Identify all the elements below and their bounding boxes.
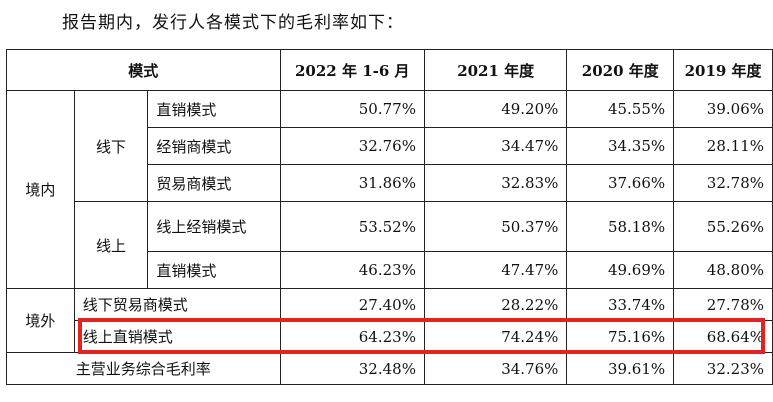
cell-value: 32.78% [673,164,773,202]
cell-value: 32.48% [279,352,425,385]
cell-value: 74.24% [423,320,568,353]
cell-value: 50.77% [279,90,425,128]
cell-value: 37.66% [566,164,675,202]
cell-value: 31.86% [279,164,425,202]
cell-value: 55.26% [673,201,773,252]
row-label: 线下贸易商模式 [73,288,281,321]
row-label: 直销模式 [147,90,281,128]
table-row: 经销商模式 32.76% 34.47% 34.35% 28.11% [7,127,773,165]
cell-value: 34.76% [423,352,568,385]
row-label: 直销模式 [147,251,281,289]
cell-value: 33.74% [566,288,675,321]
cell-value: 48.80% [673,251,773,289]
group-overseas: 境外 [6,288,75,353]
table-row: 境内 线下 直销模式 50.77% 49.20% 45.55% 39.06% [6,90,773,289]
cell-value: 32.23% [673,352,773,385]
cell-value: 32.83% [423,164,568,202]
cell-value: 47.47% [423,251,568,289]
header-2021: 2021 年度 [423,49,568,91]
table-row-total: 主营业务综合毛利率 32.48% 34.76% 39.61% 32.23% [6,352,773,385]
cell-value: 39.61% [566,352,675,385]
intro-text: 报告期内，发行人各模式下的毛利率如下： [62,13,404,33]
cell-value: 53.52% [279,201,425,252]
table-header-row: 模式 2022 年 1-6 月 2021 年度 2020 年度 2019 年度 [6,49,773,91]
gross-margin-table: 模式 2022 年 1-6 月 2021 年度 2020 年度 2019 年度 … [6,49,773,385]
cell-value: 39.06% [673,90,773,128]
row-label: 线上直销模式 [73,320,281,353]
table-row: 境外 线下贸易商模式 27.40% 28.22% 33.74% 27.78% [6,288,773,353]
table-row: 贸易商模式 31.86% 32.83% 37.66% 32.78% [7,164,773,202]
cell-value: 28.11% [673,127,773,165]
cell-value: 46.23% [279,251,425,289]
header-2019: 2019 年度 [673,49,773,91]
cell-value: 49.69% [566,251,675,289]
cell-value: 34.47% [423,127,568,165]
cell-value: 32.76% [279,127,425,165]
row-label: 主营业务综合毛利率 [6,352,281,385]
group-online: 线上 [73,201,149,289]
cell-value: 58.18% [566,201,675,252]
header-2020: 2020 年度 [566,49,675,91]
cell-value: 45.55% [566,90,675,128]
table-row: 线上直销模式 64.23% 74.24% 75.16% 68.64% [7,320,773,353]
row-label: 贸易商模式 [147,164,281,202]
cell-value: 49.20% [423,90,568,128]
cell-value: 27.78% [673,288,773,321]
row-label: 线上经销模式 [147,201,281,252]
header-2022h1: 2022 年 1-6 月 [279,49,425,91]
group-offline: 线下 [73,90,149,202]
table-row: 线上 线上经销模式 53.52% 50.37% 58.18% 55.26% [7,201,773,289]
table-row: 直销模式 46.23% 47.47% 49.69% 48.80% [7,251,773,289]
row-label: 经销商模式 [147,127,281,165]
cell-value: 34.35% [566,127,675,165]
cell-value: 68.64% [673,320,773,353]
cell-value: 75.16% [566,320,675,353]
cell-value: 50.37% [423,201,568,252]
cell-value: 64.23% [279,320,425,353]
group-domestic: 境内 [6,90,75,289]
cell-value: 27.40% [279,288,425,321]
header-mode: 模式 [6,49,281,91]
cell-value: 28.22% [423,288,568,321]
